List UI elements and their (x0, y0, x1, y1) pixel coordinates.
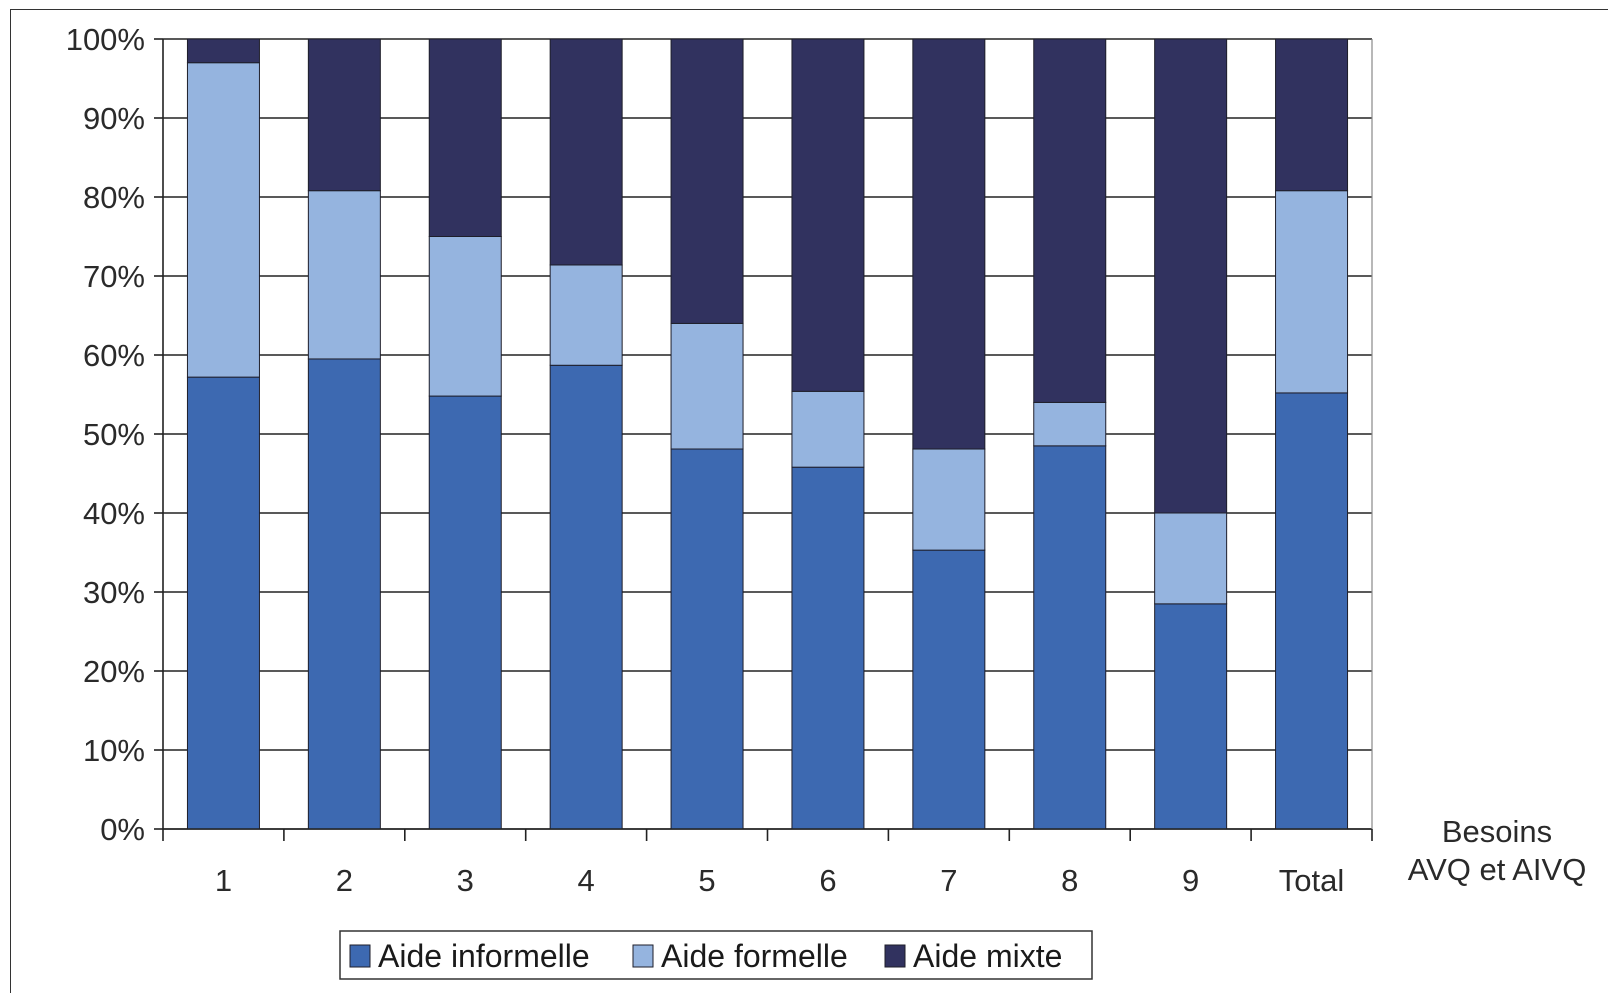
bar-segment (1154, 603, 1228, 830)
bar-segment (1275, 38, 1349, 192)
x-tick-label: 2 (336, 863, 353, 898)
bar-segment (1033, 38, 1107, 403)
bar-segment (791, 390, 865, 468)
bar-segment (670, 448, 744, 830)
legend-swatch (349, 944, 371, 968)
bar-segment (549, 364, 623, 830)
bar-segment (791, 466, 865, 830)
y-tick-label: 20% (83, 654, 145, 689)
y-tick-label: 0% (100, 812, 145, 847)
bar-segment (549, 38, 623, 266)
bar-segment (1033, 445, 1107, 830)
x-tick-label: 6 (819, 863, 836, 898)
bar-segment (1154, 38, 1228, 514)
bar-segment (549, 264, 623, 366)
bar-segment (912, 38, 986, 450)
axes (154, 38, 1373, 841)
legend-box (339, 930, 1093, 980)
x-axis-title-line: Besoins (1442, 814, 1552, 849)
x-tick-labels: 1 2 3 4 5 6 7 8 9 Total (215, 863, 1344, 898)
x-axis-title-text: Besoins AVQ et AIVQ (1408, 814, 1587, 887)
y-tick-label: 70% (83, 259, 145, 294)
x-tick-label: 1 (215, 863, 232, 898)
y-tick-label: 100% (66, 22, 145, 57)
chart-frame (10, 9, 1608, 993)
bar-segment (670, 38, 744, 324)
bar-segment (428, 236, 502, 397)
x-axis-title-line: AVQ et AIVQ (1408, 852, 1587, 887)
y-tick-labels: 0% 10% 20% 30% 40% 50% 60% 70% 80% 90% 100% (66, 22, 145, 847)
bar-segment (912, 448, 986, 551)
y-tick-label: 50% (83, 417, 145, 452)
bar-segment (1154, 512, 1228, 605)
x-tick-label: Total (1279, 863, 1344, 898)
legend-swatch (884, 944, 906, 968)
bar-segment (428, 38, 502, 237)
bar-segment (912, 549, 986, 830)
x-tick-label: 3 (457, 863, 474, 898)
y-tick-label: 80% (83, 180, 145, 215)
bar-segment (670, 322, 744, 450)
y-tick-label: 60% (83, 338, 145, 373)
y-tick-label: 40% (83, 496, 145, 531)
x-tick-label: 5 (698, 863, 715, 898)
bar-segment (1275, 392, 1349, 830)
bar-segment (307, 38, 381, 192)
legend: Aide informelle Aide formelle Aide mixte (339, 930, 1093, 980)
bar-segment (186, 38, 260, 64)
bar-segment (186, 376, 260, 830)
bar-segment (1275, 190, 1349, 394)
legend-label: Aide mixte (913, 938, 1062, 974)
bar-segment (791, 38, 865, 392)
bar-segment (307, 190, 381, 360)
legend-label: Aide informelle (378, 938, 590, 974)
x-tick-label: 4 (578, 863, 595, 898)
bar-segment (186, 62, 260, 378)
bar-segment (307, 358, 381, 830)
bars (186, 38, 1349, 830)
legend-swatch (632, 944, 654, 968)
x-tick-label: 9 (1182, 863, 1199, 898)
y-tick-label: 90% (83, 101, 145, 136)
bar-segment (1033, 401, 1107, 447)
x-axis-title: Besoins AVQ et AIVQ (1408, 814, 1587, 887)
x-tick-label: 7 (940, 863, 957, 898)
y-tick-label: 30% (83, 575, 145, 610)
legend-label: Aide formelle (661, 938, 848, 974)
x-tick-label: 8 (1061, 863, 1078, 898)
bar-segment (428, 395, 502, 830)
y-tick-label: 10% (83, 733, 145, 768)
